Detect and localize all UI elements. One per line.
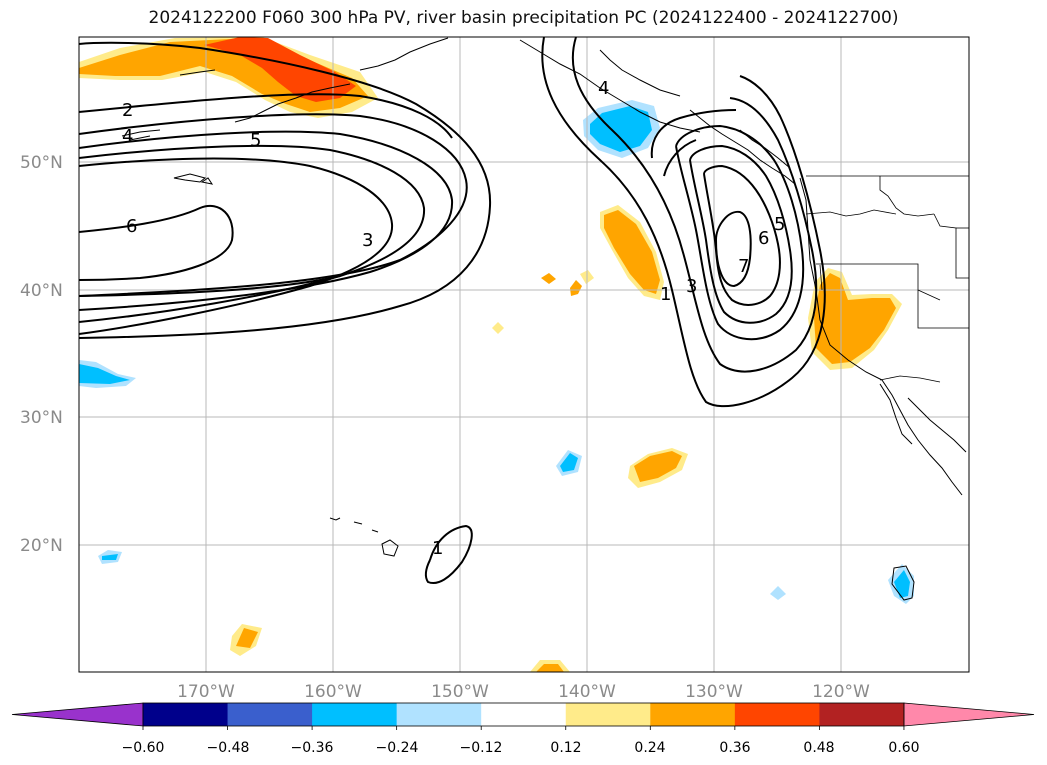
fill-small-148w <box>492 322 504 334</box>
lon-label-120w: 120°W <box>812 682 870 702</box>
colorbar-segments <box>11 702 1035 727</box>
colorbar-extend-max <box>903 702 1035 727</box>
map-title: 2024122200 F060 300 hPa PV, river basin … <box>148 8 899 28</box>
lat-label-30n: 30°N <box>20 408 63 428</box>
fill-blue-115w-deep <box>894 570 910 598</box>
pv-label: 2 <box>122 100 133 121</box>
pv-label: 6 <box>126 216 137 237</box>
fill-california-orange <box>814 273 896 364</box>
fill-offshore-orange <box>604 210 660 294</box>
pv-contour-labels: 2 4 5 6 3 4 1 3 7 6 5 1 <box>122 78 785 559</box>
pv-label: 1 <box>660 284 671 305</box>
colorbar-segment <box>396 703 482 726</box>
fill-blue-19n-deep <box>102 554 118 560</box>
colorbar-tick-label: 0.60 <box>888 740 919 756</box>
fill-bottom-143w-deep <box>536 664 564 672</box>
colorbar-tick-labels: −0.60 −0.48 −0.36 −0.24 −0.12 0.12 0.24 … <box>122 740 920 756</box>
longitude-labels: 170°W 160°W 150°W 140°W 130°W 120°W <box>177 682 870 702</box>
latitude-labels: 50°N 40°N 30°N 20°N <box>20 153 63 556</box>
fill-small-140w <box>570 280 582 296</box>
fill-bc-blue-deep <box>590 106 652 152</box>
graticule <box>79 37 969 672</box>
colorbar-tick-label: −0.36 <box>291 740 334 756</box>
precip-fills <box>79 37 914 672</box>
pv-contours <box>79 37 826 584</box>
pv-label: 5 <box>250 130 261 151</box>
lon-label-170w: 170°W <box>177 682 235 702</box>
map-frame <box>78 36 970 673</box>
pv-label: 3 <box>362 230 373 251</box>
lon-label-160w: 160°W <box>304 682 362 702</box>
colorbar: −0.60 −0.48 −0.36 −0.24 −0.12 0.12 0.24 … <box>11 702 1035 756</box>
fill-small-142w <box>541 273 556 284</box>
colorbar-tick-label: −0.12 <box>460 740 503 756</box>
colorbar-extend-min <box>11 702 144 727</box>
colorbar-segment <box>227 703 313 726</box>
fill-blue-west-deep <box>79 364 130 384</box>
pv-label: 5 <box>774 214 785 235</box>
pv-label: 7 <box>738 256 749 277</box>
borders <box>805 175 969 383</box>
lon-label-150w: 150°W <box>431 682 489 702</box>
colorbar-tick-label: 0.48 <box>803 740 834 756</box>
colorbar-segment <box>734 703 820 726</box>
colorbar-border <box>142 702 905 727</box>
colorbar-segment <box>481 703 567 726</box>
colorbar-tick-label: −0.60 <box>122 740 165 756</box>
colorbar-segment <box>565 703 651 726</box>
pv-label: 3 <box>686 276 697 297</box>
fill-blue-125w <box>770 586 786 600</box>
colorbar-tick-label: 0.12 <box>550 740 581 756</box>
lat-label-40n: 40°N <box>20 281 63 301</box>
pv-label: 4 <box>598 78 609 99</box>
fill-central-pac-orange <box>634 451 682 482</box>
pv-label: 1 <box>432 538 443 559</box>
colorbar-ticks <box>142 726 905 730</box>
colorbar-segment <box>650 703 736 726</box>
fill-gulf-alaska-red <box>204 37 356 102</box>
colorbar-segment <box>312 703 398 726</box>
lat-label-50n: 50°N <box>20 153 63 173</box>
fill-orange-13n-deep <box>236 628 258 648</box>
lat-label-20n: 20°N <box>20 536 63 556</box>
colorbar-tick-label: −0.24 <box>376 740 419 756</box>
pv-label: 6 <box>758 228 769 249</box>
fill-blue-141w-deep <box>560 453 578 472</box>
map-plot-area: 2 4 5 6 3 4 1 3 7 6 5 1 <box>79 37 969 672</box>
colorbar-segment <box>143 703 229 726</box>
colorbar-tick-label: 0.24 <box>634 740 665 756</box>
pv-label: 4 <box>122 126 133 147</box>
colorbar-tick-label: 0.36 <box>719 740 750 756</box>
lon-label-140w: 140°W <box>558 682 616 702</box>
colorbar-segment <box>819 703 905 726</box>
coastlines <box>121 37 967 601</box>
lon-label-130w: 130°W <box>685 682 743 702</box>
colorbar-tick-label: −0.48 <box>207 740 250 756</box>
